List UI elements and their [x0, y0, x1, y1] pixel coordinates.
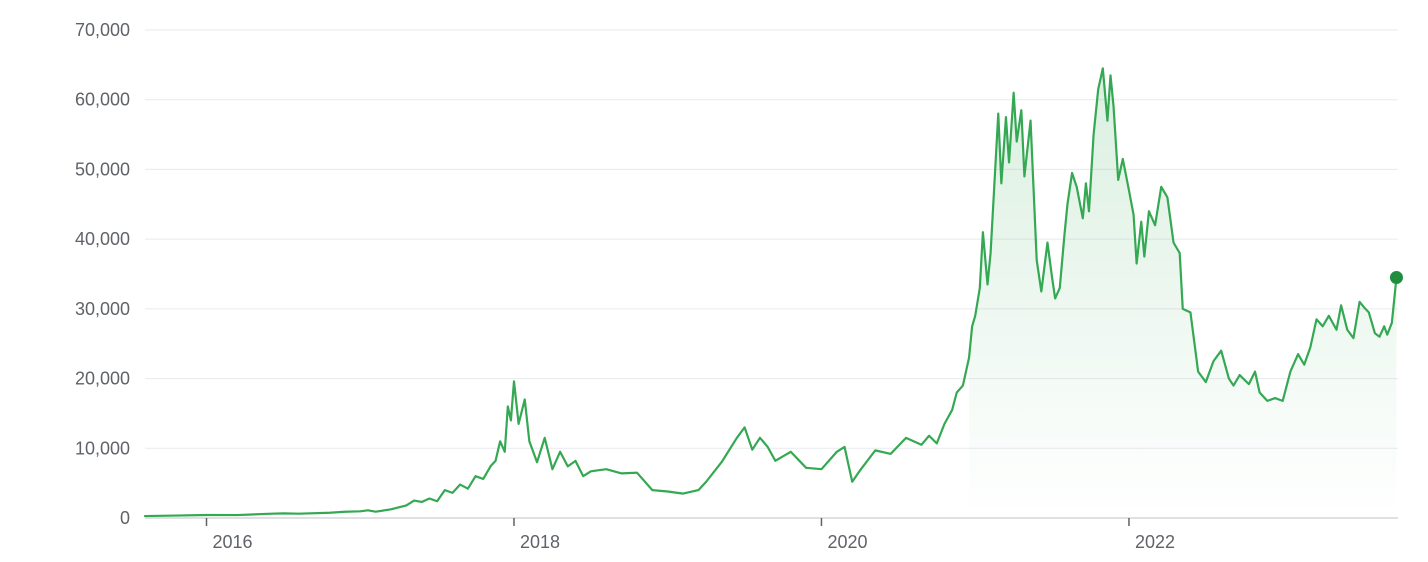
- endpoint-marker: [1390, 271, 1403, 284]
- price-chart: 0 10,000 20,000 30,000 40,000 50,000 60,000 70,…: [0, 0, 1428, 562]
- x-tick-label: 2022: [1135, 532, 1175, 552]
- y-tick-label: 10,000: [75, 438, 130, 458]
- y-tick-label: 40,000: [75, 229, 130, 249]
- y-tick-label: 0: [120, 508, 130, 528]
- y-tick-label: 20,000: [75, 369, 130, 389]
- x-tick-label: 2020: [827, 532, 867, 552]
- y-tick-label: 30,000: [75, 299, 130, 319]
- x-tick-label: 2018: [520, 532, 560, 552]
- chart-svg: 0 10,000 20,000 30,000 40,000 50,000 60,000 70,…: [0, 0, 1428, 562]
- y-tick-label: 70,000: [75, 20, 130, 40]
- y-tick-label: 60,000: [75, 90, 130, 110]
- y-tick-label: 50,000: [75, 159, 130, 179]
- x-tick-label: 2016: [212, 532, 252, 552]
